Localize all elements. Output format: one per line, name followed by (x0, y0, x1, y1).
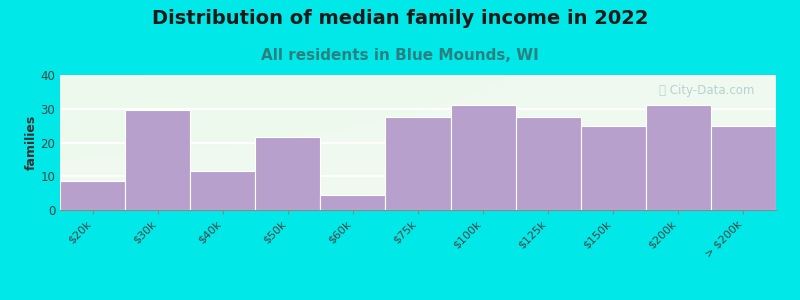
Y-axis label: families: families (25, 115, 38, 170)
Bar (711, 126, 776, 210)
Text: Distribution of median family income in 2022: Distribution of median family income in … (152, 9, 648, 28)
Bar (60, 181, 125, 210)
Bar (255, 137, 320, 210)
Bar (320, 195, 386, 210)
Bar (646, 105, 711, 210)
Bar (450, 105, 516, 210)
Bar (581, 126, 646, 210)
Bar (516, 117, 581, 210)
Bar (125, 110, 190, 210)
Bar (190, 171, 255, 210)
Bar (386, 117, 450, 210)
Bar (60, 181, 125, 210)
Bar (711, 126, 776, 210)
Bar (386, 117, 450, 210)
Text: ⓘ City-Data.com: ⓘ City-Data.com (659, 84, 754, 98)
Bar (646, 105, 711, 210)
Bar (125, 110, 190, 210)
Bar (190, 171, 255, 210)
Bar (581, 126, 646, 210)
Text: All residents in Blue Mounds, WI: All residents in Blue Mounds, WI (261, 48, 539, 63)
Bar (255, 137, 320, 210)
Bar (320, 195, 386, 210)
Bar (516, 117, 581, 210)
Bar (450, 105, 516, 210)
